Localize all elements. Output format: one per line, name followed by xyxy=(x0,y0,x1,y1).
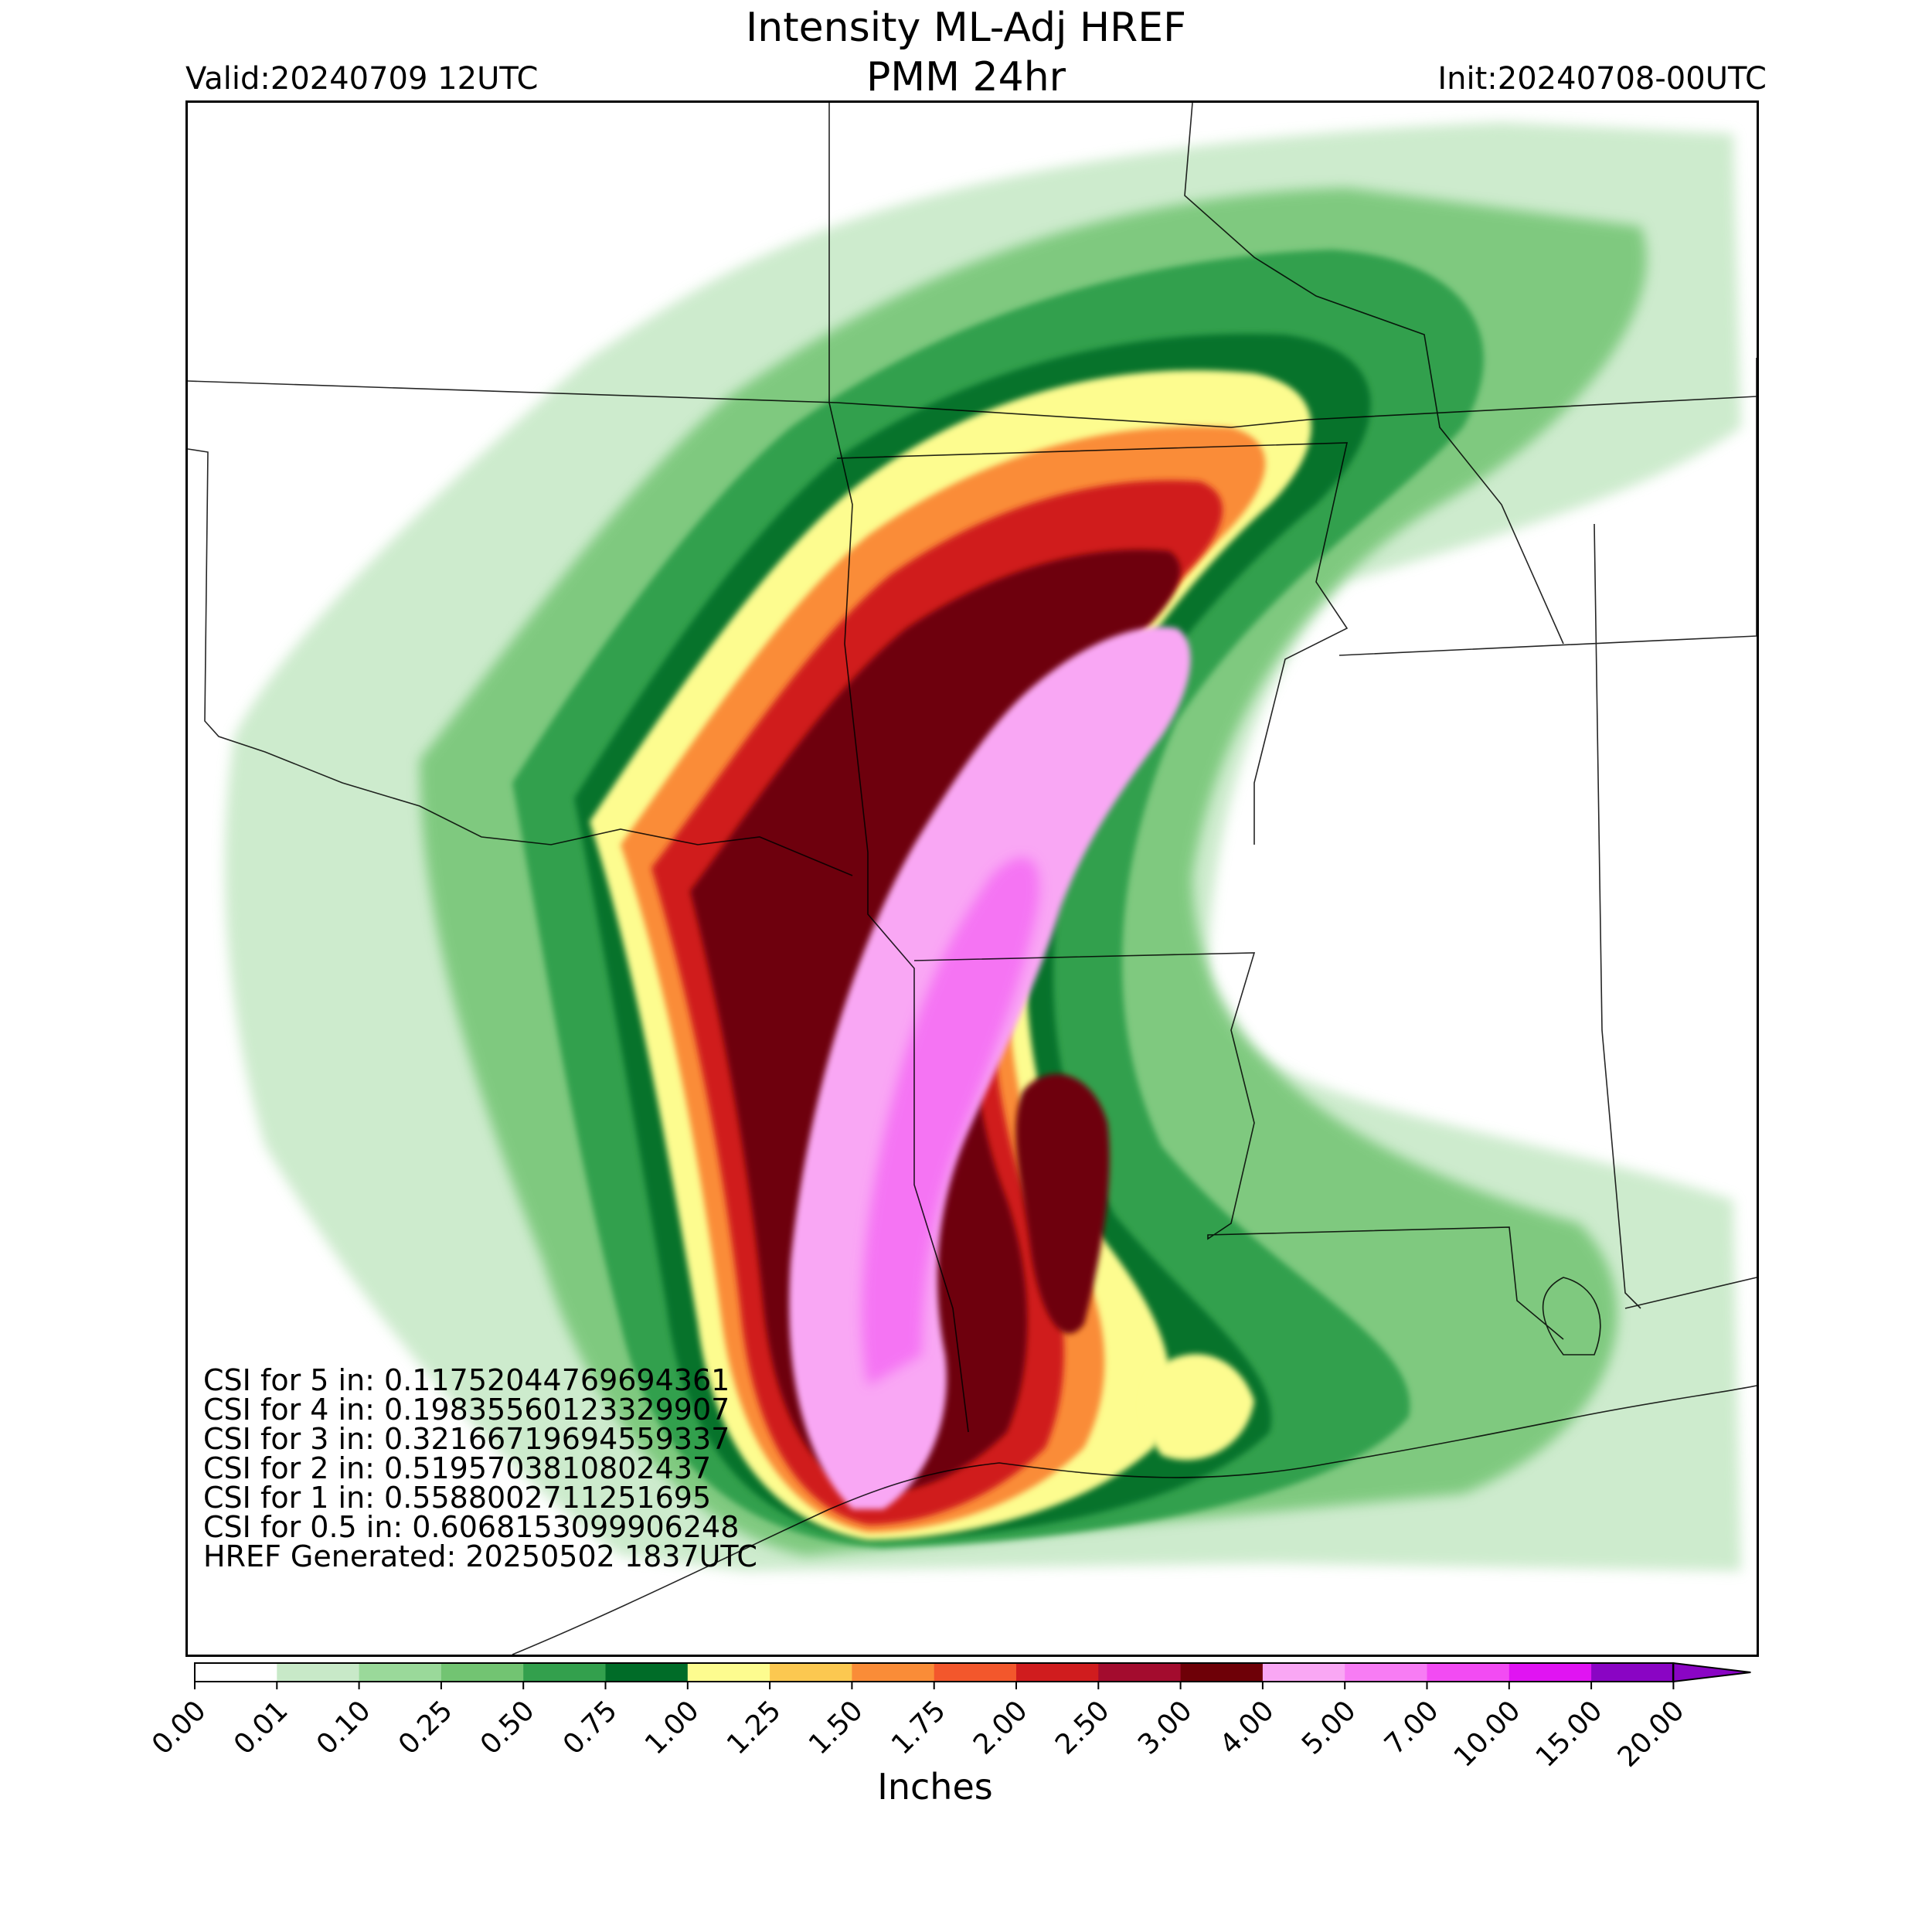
map-panel: CSI for 5 in: 0.11752044769694361 CSI fo… xyxy=(185,100,1759,1657)
map-title: Intensity ML-Adj HREF xyxy=(745,5,1187,51)
colorbar-swatch xyxy=(934,1663,1017,1682)
precip-band-magenta xyxy=(862,857,1039,1386)
colorbar-swatch xyxy=(1262,1663,1345,1682)
border-line xyxy=(1184,103,1564,645)
colorbar-tick-label: 1.00 xyxy=(638,1695,706,1761)
coastline xyxy=(1542,1277,1601,1355)
csi-line: CSI for 1 in: 0.5588002711251695 xyxy=(203,1481,712,1515)
colorbar-swatch xyxy=(1180,1663,1264,1682)
colorbar-tick-label: 20.00 xyxy=(1612,1695,1691,1774)
border-line xyxy=(913,952,1564,1340)
precip-map xyxy=(188,103,1757,1655)
colorbar-tick-label: 4.00 xyxy=(1213,1695,1281,1761)
colorbar-swatch xyxy=(1016,1663,1099,1682)
colorbar-extend-arrow xyxy=(1672,1662,1751,1683)
colorbar-swatch xyxy=(770,1663,852,1682)
valid-time: Valid:20240709 12UTC xyxy=(185,61,539,97)
csi-line: CSI for 0.5 in: 0.6068153099906248 xyxy=(203,1510,740,1544)
border-line xyxy=(1338,358,1757,656)
colorbar-tick-label: 15.00 xyxy=(1529,1695,1609,1774)
colorbar-tick-label: 0.75 xyxy=(556,1695,624,1761)
colorbar-tick-label: 0.50 xyxy=(474,1695,541,1761)
colorbar-tick-label: 0.00 xyxy=(145,1695,213,1761)
colorbar-label: Inches xyxy=(877,1766,993,1808)
coastline xyxy=(512,1385,1757,1655)
colorbar-swatch xyxy=(605,1663,689,1682)
colorbar-tick-label: 5.00 xyxy=(1296,1695,1362,1761)
generated-time: HREF Generated: 20250502 1837UTC xyxy=(203,1539,757,1573)
csi-line: CSI for 2 in: 0.5195703810802437 xyxy=(203,1451,712,1485)
colorbar-tick-label: 1.75 xyxy=(885,1695,952,1761)
border-line xyxy=(188,448,853,876)
colorbar-swatch xyxy=(440,1663,524,1682)
colorbar-tick-label: 7.00 xyxy=(1378,1695,1445,1761)
colorbar-swatch xyxy=(1098,1663,1182,1682)
colorbar-tick-label: 0.10 xyxy=(310,1695,377,1761)
colorbar-tick-label: 2.00 xyxy=(967,1695,1034,1761)
csi-line: CSI for 5 in: 0.11752044769694361 xyxy=(203,1363,730,1397)
colorbar-tick-label: 3.00 xyxy=(1131,1695,1199,1761)
csi-line: CSI for 3 in: 0.32166719694559337 xyxy=(203,1422,730,1456)
colorbar-swatch xyxy=(1591,1663,1674,1682)
precip-pocket-dark-red xyxy=(1015,1073,1110,1334)
colorbar-tick-label: 1.25 xyxy=(721,1695,787,1761)
csi-line: CSI for 4 in: 0.19835560123329907 xyxy=(203,1393,730,1427)
colorbar-swatch xyxy=(523,1663,606,1682)
colorbar-tick-label: 0.01 xyxy=(228,1695,294,1761)
border-line xyxy=(188,380,1757,428)
precip-pocket-yellow xyxy=(1143,1354,1254,1461)
colorbar-swatch xyxy=(277,1663,360,1682)
colorbar-tick-label: 1.50 xyxy=(803,1695,870,1761)
map-subtitle: PMM 24hr xyxy=(866,54,1066,100)
border-line xyxy=(836,442,1349,845)
political-boundaries xyxy=(188,103,1757,1655)
border-line xyxy=(1594,523,1641,1309)
colorbar-swatch xyxy=(1509,1663,1592,1682)
colorbar-tick-label: 2.50 xyxy=(1049,1695,1116,1761)
colorbar-swatch xyxy=(852,1663,935,1682)
border-line xyxy=(1624,1277,1757,1309)
precip-field xyxy=(225,122,1742,1571)
colorbar-swatch xyxy=(1427,1663,1510,1682)
colorbar-swatch xyxy=(687,1663,770,1682)
colorbar-swatch xyxy=(359,1663,442,1682)
colorbar-swatch xyxy=(195,1663,277,1682)
init-time: Init:20240708-00UTC xyxy=(1437,61,1767,97)
colorbar xyxy=(194,1662,1751,1689)
colorbar-tick-label: 10.00 xyxy=(1447,1695,1527,1774)
verification-stats: CSI for 5 in: 0.11752044769694361 CSI fo… xyxy=(203,1366,757,1571)
border-line xyxy=(828,103,969,1433)
colorbar-swatch xyxy=(1345,1663,1427,1682)
colorbar-tick-label: 0.25 xyxy=(392,1695,459,1761)
